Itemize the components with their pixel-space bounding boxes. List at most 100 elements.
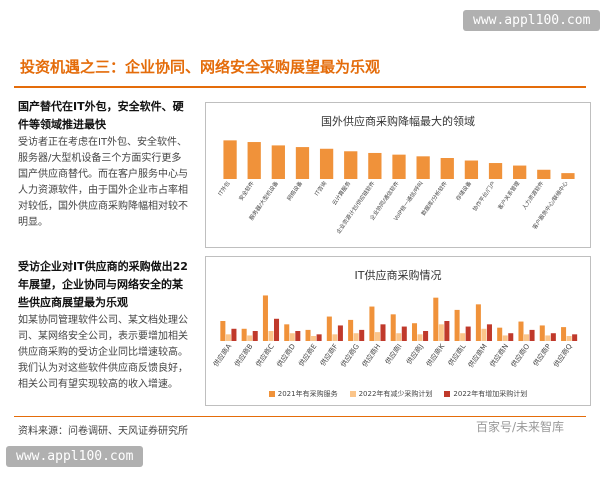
chart1-bar (344, 151, 358, 179)
chart-card-2: IT供应商采购情况 供应商A 供应商B 供应商C 供应商D 供应商E 供应商F 供应商G 供应… (205, 256, 591, 406)
chart1-tick-label: 安全软件 (237, 179, 256, 202)
chart1-bar (247, 142, 261, 179)
chart1-bar (537, 169, 551, 179)
legend-swatch-c (444, 391, 451, 397)
chart2-bar (550, 333, 556, 341)
chart2-bar (481, 328, 487, 341)
left-text-section-1: 国产替代在IT外包，安全软件、硬件等领域推进最快 受访者正在考虑在IT外包、安全… (18, 98, 190, 231)
section1-heading: 国产替代在IT外包，安全软件、硬件等领域推进最快 (18, 100, 184, 131)
chart2-bar (390, 314, 396, 341)
chart2-bar (332, 334, 338, 341)
chart2-bar (396, 333, 402, 341)
chart2-tick-label: 供应商O (509, 342, 532, 369)
chart2-bar (268, 331, 274, 341)
chart2-bar (241, 328, 247, 341)
chart1-tick-label: 网络设备 (285, 179, 304, 202)
chart2-svg: 供应商A 供应商B 供应商C 供应商D 供应商E 供应商F 供应商G 供应商H 供应商I 供应商J… (211, 295, 578, 369)
chart2-bar (433, 297, 439, 341)
section1-body: 受访者正在考虑在IT外包、安全软件、服务器/大型机设备三个方面实行更多国产供应商… (18, 137, 188, 228)
left-text-section-2: 受访企业对IT供应商的采购做出22年展望，企业协同与网络安全的某些供应商展望最为… (18, 258, 190, 393)
brand-watermark: 百家号/未来智库 (476, 420, 565, 434)
chart2-bar (220, 321, 226, 341)
chart2-bar (374, 332, 380, 341)
chart1-tick-label: IT外包 (216, 179, 232, 197)
watermark-bottom: www.appl100.com (6, 446, 144, 467)
chart2-tick-label: 供应商C (254, 342, 276, 368)
chart2-bar (369, 306, 375, 341)
chart2-tick-label: 供应商I (383, 342, 404, 366)
legend-item-a: 2021年有采购服务 (268, 389, 338, 399)
chart2-bar (502, 335, 508, 341)
chart2-bar (289, 333, 295, 341)
chart1-bar (271, 145, 285, 179)
chart2-bar (348, 319, 354, 341)
chart2-bar (401, 326, 407, 341)
chart1-bar (513, 165, 527, 179)
chart1-tick-label: IT咨询 (313, 179, 329, 197)
chart2-bar (262, 295, 268, 341)
chart2-bar (295, 331, 301, 341)
chart2-bar (417, 334, 423, 341)
chart2-bar (337, 325, 343, 341)
chart2-tick-label: 供应商N (488, 342, 510, 369)
chart-card-1: 国外供应商采购降幅最大的领域 IT外包 安全软件 服务器/大型机设备 网络设备 IT咨询… (205, 102, 591, 248)
chart2-tick-label: 供应商B (232, 342, 254, 368)
chart2-bar (465, 326, 471, 341)
chart2-bar (497, 327, 503, 341)
chart2-tick-label: 供应商Q (551, 342, 574, 369)
chart2-tick-label: 供应商F (318, 342, 340, 368)
chart1-bar (319, 148, 334, 179)
chart2-bar (523, 334, 530, 341)
legend-item-b: 2022年有减少采购计划 (349, 389, 433, 399)
section2-heading: 受访企业对IT供应商的采购做出22年展望，企业协同与网络安全的某些供应商展望最为… (18, 260, 188, 309)
legend-label-b: 2022年有减少采购计划 (358, 390, 433, 398)
legend-item-c: 2022年有增加采购计划 (444, 389, 527, 399)
chart1-bar (416, 156, 430, 179)
chart2-bar (311, 336, 317, 341)
chart2-bar (284, 324, 290, 341)
legend-swatch-a (268, 391, 275, 397)
chart1-tick-label: 人力资源软件 (520, 179, 546, 211)
chart2-bar (566, 336, 572, 341)
chart2-bar (454, 309, 460, 341)
chart2-bar (518, 321, 524, 341)
chart2-bar (380, 324, 386, 341)
chart2-bar (225, 334, 231, 341)
chart2-bar (247, 335, 253, 341)
chart2-bar (572, 334, 578, 341)
chart2-bar (475, 304, 481, 341)
chart1-tick-label: 存储设备 (454, 179, 473, 202)
chart2-bar (359, 329, 365, 341)
chart1-bar (368, 152, 382, 179)
legend-swatch-b (349, 391, 356, 397)
chart2-tick-label: 供应商L (446, 342, 468, 368)
chart2-bar (529, 329, 535, 341)
chart2-tick-label: 供应商J (404, 342, 425, 366)
chart2-tick-label: 供应商M (466, 342, 489, 369)
chart2-tick-label: 供应商E (296, 342, 318, 368)
chart2-tick-label: 供应商A (211, 342, 233, 368)
section2-body: 如某协同管理软件公司、某文档处理公司、某网络安全公司，表示要增加相关供应商采购的… (18, 315, 188, 390)
page-title: 投资机遇之三：企业协同、网络安全采购展望最为乐观 (20, 58, 381, 76)
chart2-bar (438, 324, 444, 341)
chart2-tick-label: 供应商H (360, 342, 382, 369)
chart2-bar (444, 321, 450, 341)
chart2-bar (508, 333, 514, 341)
chart2-title: IT供应商采购情况 (354, 269, 442, 282)
chart1-bar (488, 163, 503, 179)
chart2-bar (423, 331, 429, 341)
chart2-tick-label: 供应商P (531, 342, 553, 368)
watermark-top: www.appl100.com (463, 10, 600, 31)
chart2-tick-label: 供应商G (339, 342, 362, 369)
chart1-bar (464, 160, 479, 179)
chart1-bar (440, 158, 454, 179)
chart2-bar (411, 323, 418, 341)
chart2-bar (316, 334, 322, 341)
chart2-bar (486, 324, 492, 341)
chart2-tick-label: 供应商K (424, 342, 446, 368)
chart2-bar (561, 327, 567, 341)
chart2-tick-label: 供应商D (275, 342, 298, 369)
chart2-legend: 2021年有采购服务 2022年有减少采购计划 2022年有增加采购计划 (206, 389, 590, 399)
chart1-tick-label: 云计算服务 (330, 179, 353, 207)
